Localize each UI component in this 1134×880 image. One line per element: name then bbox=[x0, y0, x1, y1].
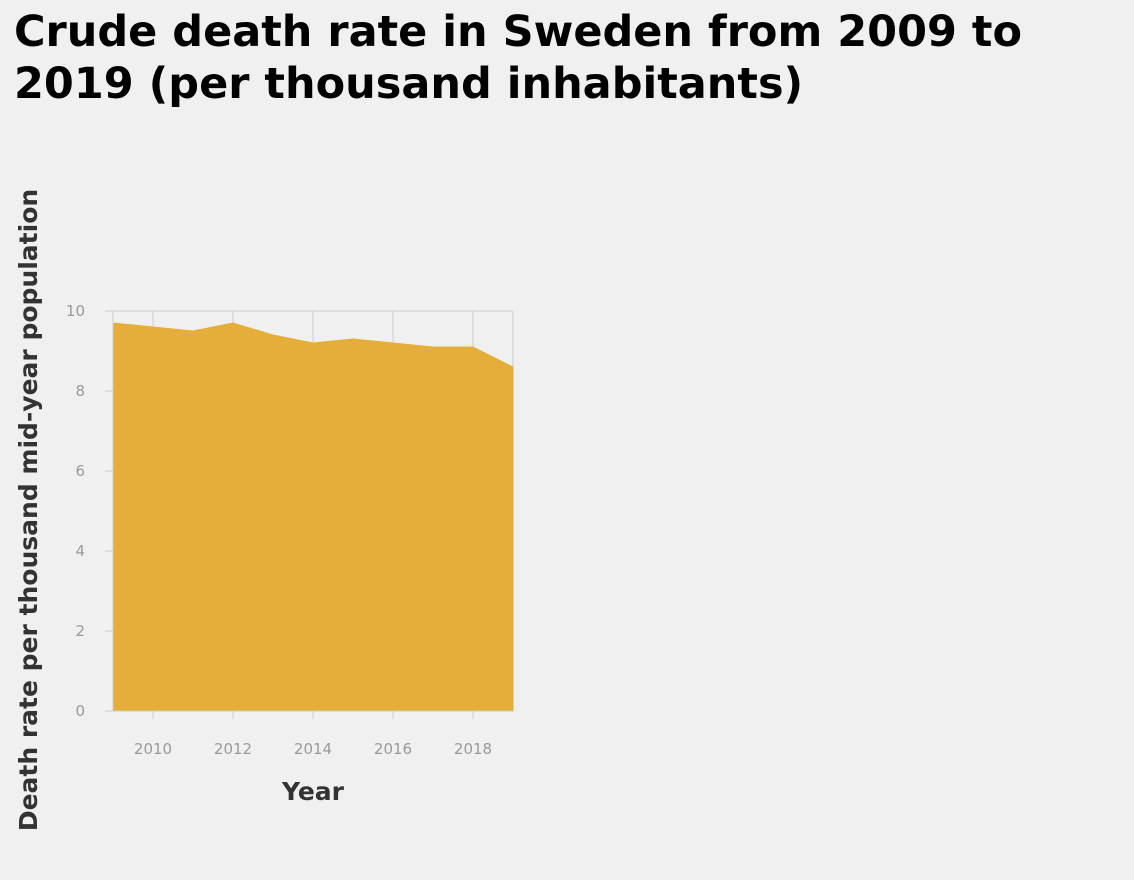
tick-labels: 0 2 4 6 8 10 2010 2012 2014 2016 2018 bbox=[66, 302, 492, 758]
y-tick-label: 8 bbox=[75, 382, 85, 400]
x-tick-label: 2010 bbox=[134, 740, 172, 758]
x-tick-label: 2012 bbox=[214, 740, 252, 758]
y-tick-label: 2 bbox=[75, 622, 85, 640]
chart-title: Crude death rate in Sweden from 2009 to … bbox=[14, 7, 1022, 109]
y-tick-label: 0 bbox=[75, 702, 85, 720]
x-tick-label: 2016 bbox=[374, 740, 412, 758]
series-area bbox=[112, 322, 514, 712]
axes bbox=[105, 310, 513, 719]
x-tick-label: 2018 bbox=[454, 740, 492, 758]
y-tick-label: 6 bbox=[75, 462, 85, 480]
y-axis-title: Death rate per thousand mid-year populat… bbox=[14, 189, 43, 831]
y-tick-label: 10 bbox=[66, 302, 85, 320]
y-tick-label: 4 bbox=[75, 542, 85, 560]
x-axis-title: Year bbox=[281, 777, 345, 806]
x-tick-label: 2014 bbox=[294, 740, 332, 758]
